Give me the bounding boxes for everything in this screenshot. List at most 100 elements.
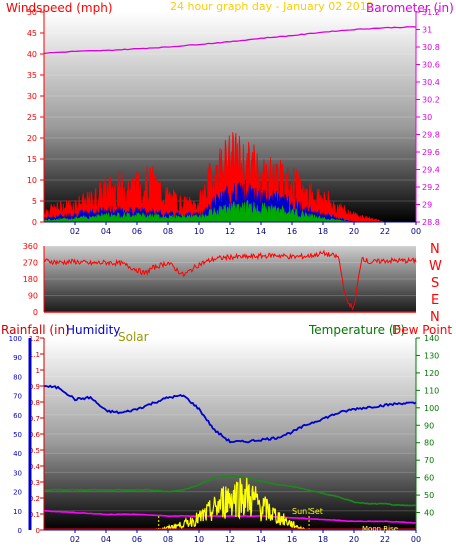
humidity-series [43,384,417,444]
windspeed-axis-label: 10 [27,176,37,185]
weather-x-axis-tick-label: 06 [132,535,142,544]
humidity-axis-label: 40 [13,450,22,458]
compass-label-n-top: N [430,242,440,257]
wind-x-axis-tick-label: 08 [163,227,173,236]
weather-x-axis-tick-label: 12 [225,535,235,544]
wind-x-axis-tick-label: 10 [194,227,204,236]
barometer-axis-label: 29.8 [422,131,440,140]
rainfall-axis-label: 0.7 [29,415,40,423]
humidity-title: Humidity [66,323,120,337]
wind-x-axis-tick-label: 04 [101,227,111,236]
barometer-series [43,26,417,54]
temperature-axis-label: 80 [424,439,434,448]
weather-x-axis-tick-label: 16 [287,535,297,544]
windspeed-axis-label: 20 [27,134,37,143]
windspeed-axis-label: 30 [27,92,37,101]
humidity-axis-label: 0 [18,527,22,535]
wind-x-axis-tick-label: 22 [380,227,390,236]
wind-x-axis-tick-label: 18 [318,227,328,236]
dewpoint-series [44,510,417,524]
wind-x-axis-tick-label: 20 [349,227,359,236]
barometer-axis-label: 29.2 [422,183,440,192]
windspeed-axis-label: 5 [32,197,37,206]
wind-x-axis-tick-label: 14 [256,227,266,236]
temperature-axis-label: 120 [424,369,439,378]
wind-x-axis-tick-label: 06 [132,227,142,236]
barometer-axis-label: 30 [422,113,432,122]
windspeed-axis-label: 40 [27,50,37,59]
windspeed-axis-label: 35 [27,71,37,80]
dewpoint-title: Dew Point (F) [392,323,456,337]
rainfall-axis-label: 0.6 [29,431,41,439]
rainfall-axis-label: 0.3 [29,479,40,487]
direction-axis-label: 90 [28,292,38,301]
wind-x-axis-tick-label: 12 [225,227,235,236]
weather-x-axis-tick-label: 20 [349,535,359,544]
direction-series [43,249,417,311]
weather-x-axis-tick-label: 22 [380,535,390,544]
rainfall-axis-label: 0.9 [29,383,40,391]
barometer-axis-label: 30.8 [422,43,440,52]
wind-x-axis-tick-label: 02 [70,227,80,236]
humidity-axis-label: 20 [13,489,22,497]
barometer-axis-label: 30.2 [422,96,440,105]
moonrise-annotation: Moon Rise [362,525,398,533]
compass-label-w: W [429,259,442,274]
solar-title: Solar [118,330,149,344]
compass-label-s: S [431,276,439,291]
windspeed-axis-label: 15 [27,155,37,164]
windspeed-axis-label: 25 [27,113,37,122]
wind-x-axis-tick-label: 16 [287,227,297,236]
humidity-axis-label: 10 [13,508,22,516]
direction-axis-label: 180 [23,275,38,284]
rainfall-axis-label: 0 [36,527,40,535]
rainfall-title: Rainfall (in) [1,323,70,337]
compass-label-e: E [431,293,439,308]
barometer-title: Barometer (in) [366,1,454,15]
direction-axis-label: 360 [23,242,38,251]
series-layer [43,26,417,531]
direction-axis-label: 0 [33,308,38,317]
rainfall-axis-label: 1.1 [29,351,40,359]
weather-x-axis-tick-label: 18 [318,535,328,544]
humidity-axis-label: 90 [13,354,22,362]
rainfall-axis-label: 0.8 [29,399,40,407]
humidity-axis-label: 60 [13,412,22,420]
grid-layer [44,11,416,531]
humidity-axis-label: 50 [13,431,22,439]
direction-axis-label: 270 [23,259,38,268]
weather-x-axis-tick-label: 02 [70,535,80,544]
humidity-axis-label: 80 [13,373,22,381]
temperature-axis-label: 40 [424,509,434,518]
temperature-axis-label: 110 [424,386,439,395]
rainfall-axis-label: 0.5 [29,447,40,455]
temperature-axis-label: 90 [424,421,434,430]
weather-x-axis-tick-label: 08 [163,535,173,544]
rainfall-axis-label: 1.2 [29,335,40,343]
temperature-axis-label: 100 [424,404,439,413]
temperature-series [43,474,417,507]
barometer-axis-label: 30.4 [422,78,440,87]
sunset-annotation: Sun Set [292,507,323,516]
barometer-axis-label: 29.6 [422,148,440,157]
solar-series [152,477,308,531]
temperature-axis-label: 130 [424,351,439,360]
barometer-axis-label: 31.2 [422,8,440,17]
temperature-axis-label: 140 [424,334,439,343]
barometer-axis-label: 29 [422,201,432,210]
barometer-axis-label: 29.4 [422,166,440,175]
humidity-axis-label: 70 [13,393,22,401]
weather-x-axis-tick-label: 14 [256,535,266,544]
temperature-title: Temperature (F) [308,323,405,337]
windspeed-axis-label: 50 [27,8,37,17]
barometer-axis-label: 31 [422,26,432,35]
humidity-axis-label: 30 [13,469,22,477]
compass-label-n-bottom: N [430,310,440,325]
weather-x-axis-tick-label: 10 [194,535,204,544]
barometer-axis-label: 30.6 [422,61,440,70]
period-title: 24 hour graph day - January 02 2012 [170,0,374,13]
windspeed-title: Windspeed (mph) [6,1,113,15]
barometer-axis-label: 28.8 [422,218,440,227]
humidity-axis-label: 100 [9,335,22,343]
